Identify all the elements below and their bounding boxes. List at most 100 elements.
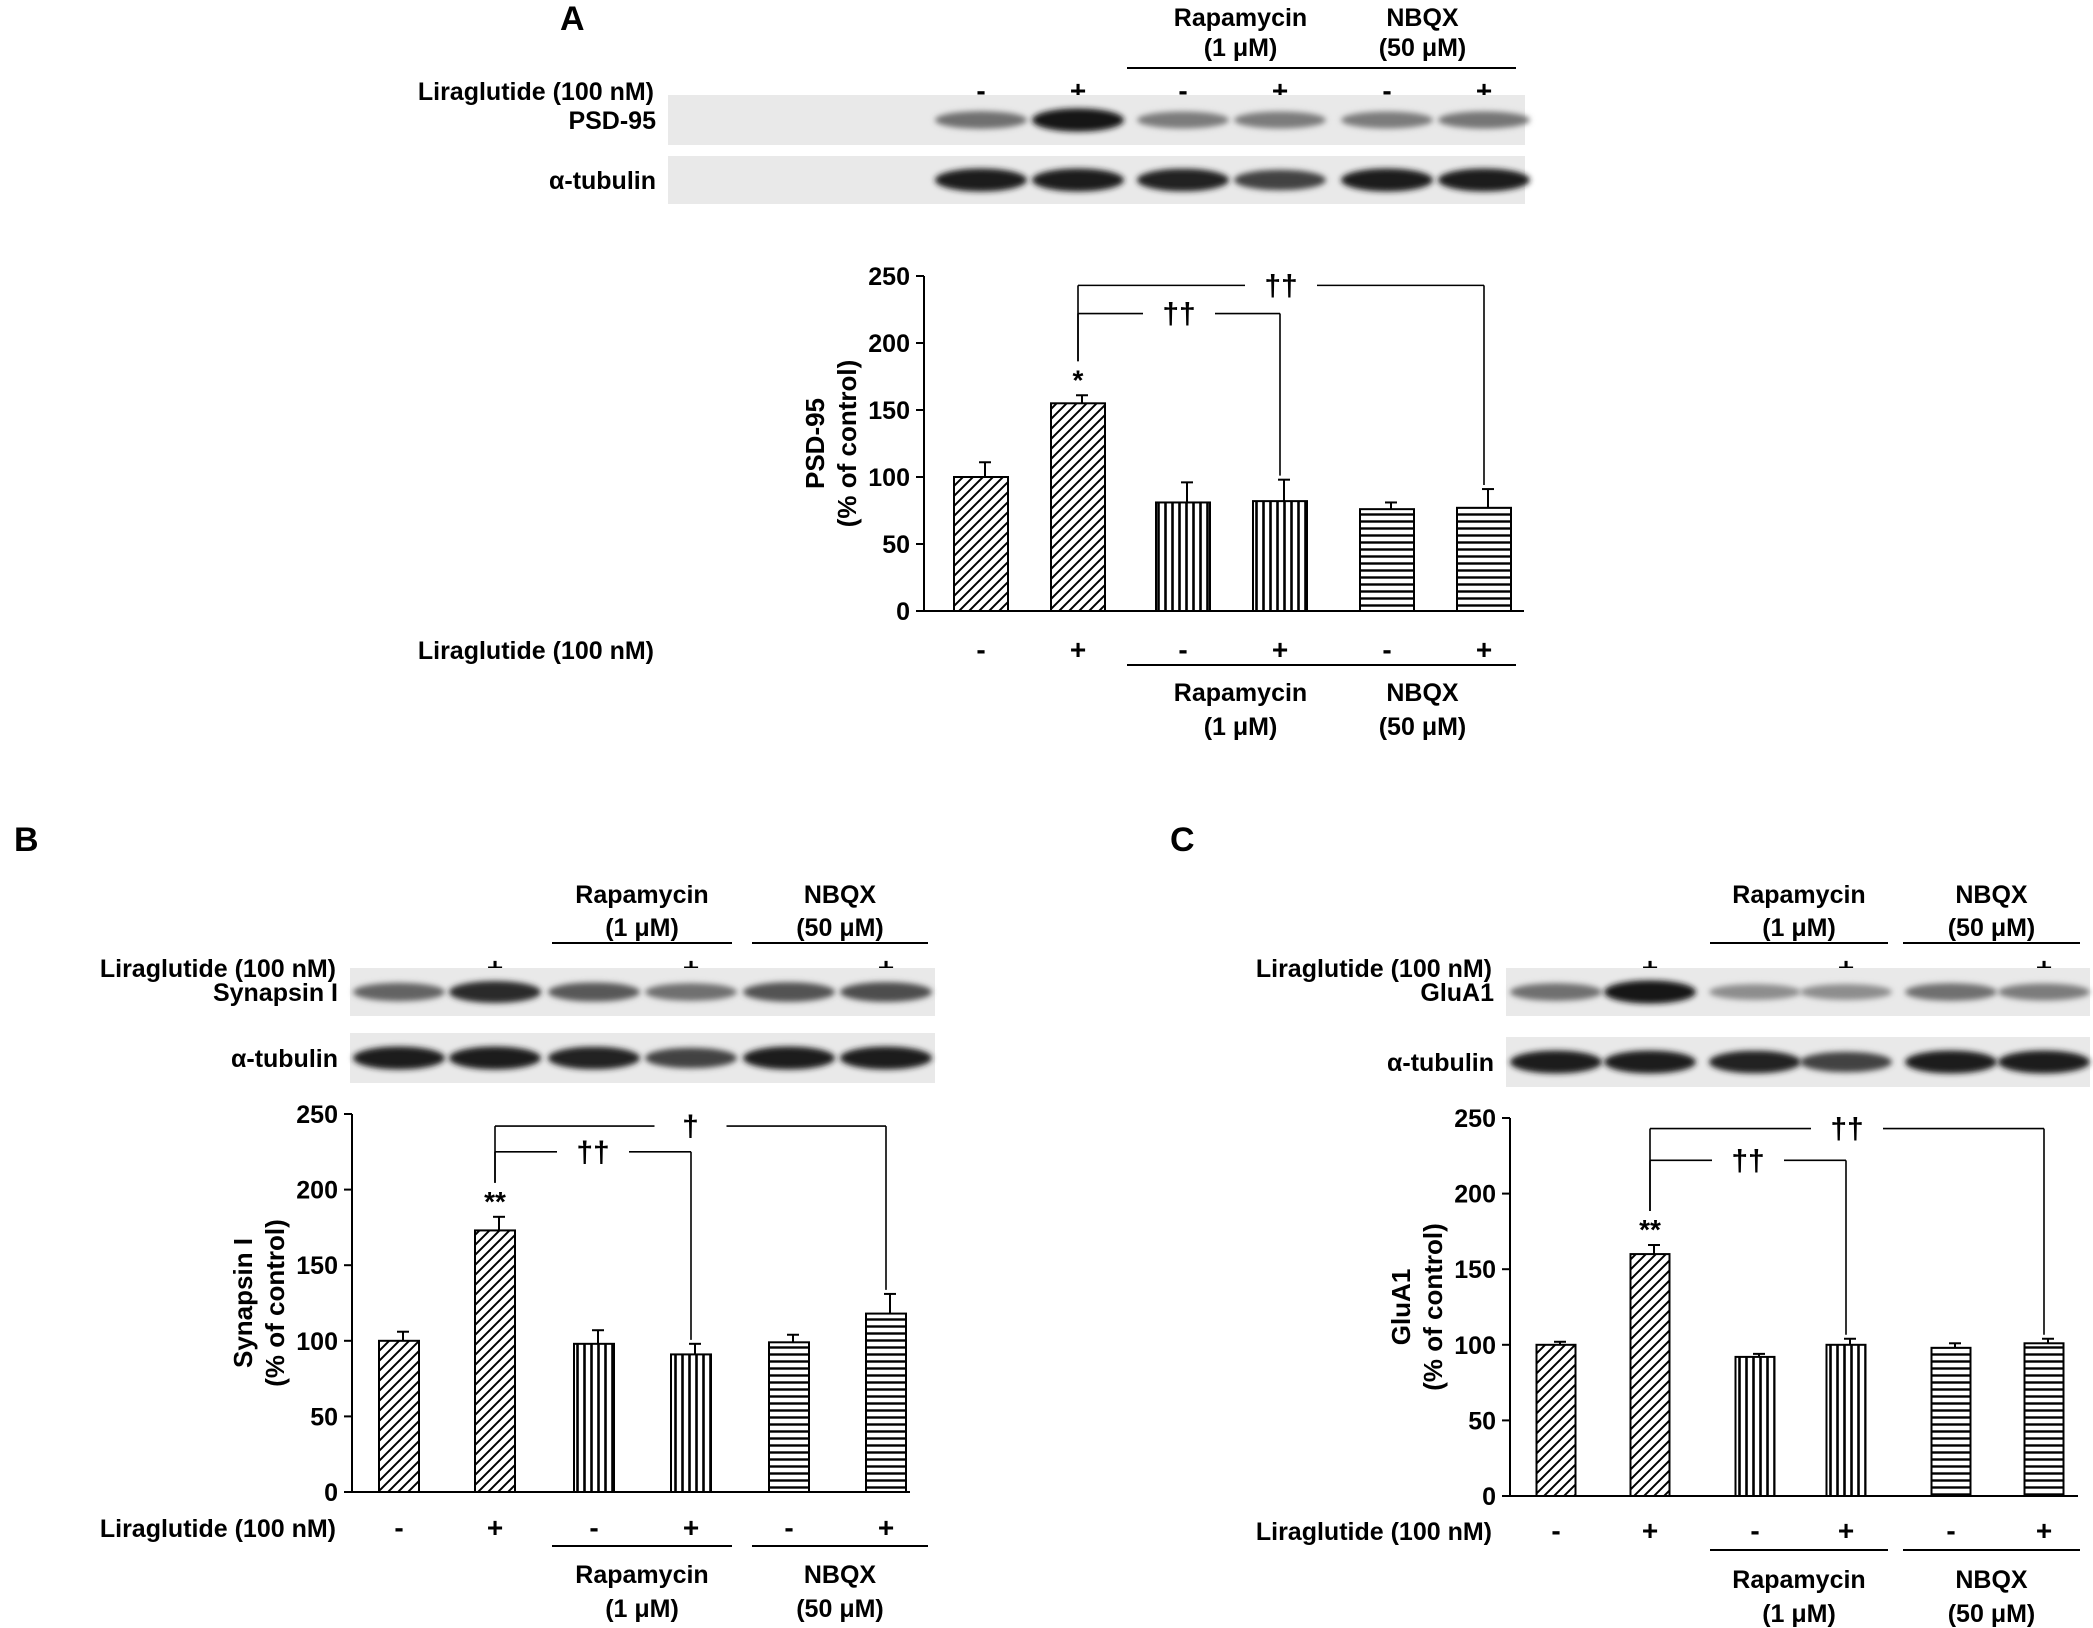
group-name-bottom: NBQX [1955, 1566, 2028, 1594]
group-dose-top: (50 μM) [1379, 34, 1467, 62]
y-tick-label: 100 [868, 464, 910, 492]
blot-band [548, 982, 640, 1002]
significance-mark: ** [484, 1186, 506, 1217]
sign-bottom: + [1642, 1515, 1658, 1546]
blot-band [1510, 983, 1602, 1001]
bar [1930, 1346, 1972, 1497]
blot-band [645, 1047, 737, 1069]
sign-top: - [589, 952, 598, 983]
group-name-top: NBQX [1386, 4, 1459, 32]
blot-band [1905, 983, 1997, 1001]
bracket-label: †† [576, 1136, 609, 1169]
blot-band [1604, 1050, 1696, 1074]
blot-band [353, 1046, 445, 1070]
blot-band [1137, 168, 1229, 192]
bar [378, 1339, 420, 1494]
bar [1535, 1343, 1577, 1498]
group-dose-top: (1 μM) [1762, 914, 1836, 942]
blot-band [1341, 168, 1433, 192]
bar [865, 1312, 907, 1493]
sign-bottom: + [1476, 634, 1492, 665]
y-axis-title: Synapsin I (% of control) [228, 1219, 290, 1387]
group-name-bottom: Rapamycin [1174, 679, 1307, 707]
treatment-label-top: Liraglutide (100 nM) [418, 78, 654, 106]
y-tick-label: 200 [1454, 1181, 1496, 1209]
sign-top: - [1551, 952, 1560, 983]
blot-band [1709, 984, 1801, 1000]
group-dose-top: (1 μM) [1204, 34, 1278, 62]
group-dose-bottom: (50 μM) [796, 1595, 884, 1623]
blot-band [1438, 111, 1530, 129]
treatment-label-bottom: Liraglutide (100 nM) [100, 1515, 336, 1543]
sign-bottom: + [487, 1512, 503, 1543]
bracket-label: †† [1162, 298, 1195, 331]
significance-mark: * [1073, 364, 1084, 395]
bar [953, 476, 1009, 612]
panel-letter: B [14, 821, 39, 859]
blot-band [1709, 1050, 1801, 1074]
sign-top: - [1750, 952, 1759, 983]
blot-label: PSD-95 [568, 107, 656, 135]
blot-label: Synapsin I [213, 979, 338, 1007]
sign-bottom: + [878, 1512, 894, 1543]
blot-band [1032, 108, 1124, 132]
blot-band [1234, 111, 1326, 129]
panel-B: B Liraglutide (100 nM) - + - + - + Rapamycin (1 μ… [14, 821, 935, 1623]
bar [573, 1342, 615, 1493]
sign-top: - [1946, 952, 1955, 983]
group-dose-top: (50 μM) [796, 914, 884, 942]
sign-top: - [1382, 75, 1391, 106]
y-axis-title: PSD-95 (% of control) [800, 360, 862, 528]
y-tick-label: 100 [1454, 1332, 1496, 1360]
y-axis-title: GluA1 (% of control) [1386, 1223, 1448, 1391]
sign-bottom: + [1272, 634, 1288, 665]
y-axis-title-line1: PSD-95 [800, 398, 830, 489]
group-name-top: NBQX [804, 881, 877, 909]
bracket-label: † [682, 1110, 699, 1143]
bar [768, 1341, 810, 1494]
blot-label: α-tubulin [549, 167, 656, 195]
bracket-label: †† [1830, 1113, 1863, 1146]
blot-band [840, 1046, 932, 1070]
bar [1050, 402, 1106, 612]
group-name-top: Rapamycin [575, 881, 708, 909]
y-tick-label: 250 [296, 1101, 338, 1129]
sign-bottom: + [683, 1512, 699, 1543]
bar [1629, 1253, 1671, 1497]
group-name-top: Rapamycin [1732, 881, 1865, 909]
sign-top: - [1178, 75, 1187, 106]
bracket-label: †† [1731, 1144, 1764, 1177]
bar [2023, 1342, 2065, 1497]
sign-bottom: + [1070, 634, 1086, 665]
group-dose-bottom: (1 μM) [605, 1595, 679, 1623]
bar [1456, 506, 1512, 613]
treatment-label-top: Liraglutide (100 nM) [1256, 955, 1492, 983]
sign-bottom: - [1750, 1515, 1759, 1546]
blot-band [1998, 1050, 2090, 1074]
bar [1359, 508, 1415, 612]
y-tick-label: 200 [296, 1177, 338, 1205]
blot-band [548, 1046, 640, 1070]
bar [1825, 1343, 1867, 1498]
bar [670, 1353, 712, 1493]
blot-band [1438, 168, 1530, 192]
y-tick-label: 50 [882, 531, 910, 559]
group-name-bottom: NBQX [1386, 679, 1459, 707]
treatment-label-bottom: Liraglutide (100 nM) [1256, 1518, 1492, 1546]
bar [474, 1229, 516, 1493]
sign-top: - [976, 75, 985, 106]
blot-band [1234, 169, 1326, 191]
blot-band [1032, 168, 1124, 192]
y-tick-label: 100 [296, 1328, 338, 1356]
bar [1252, 500, 1308, 612]
significance-mark: ** [1639, 1214, 1661, 1245]
group-name-top: Rapamycin [1174, 4, 1307, 32]
y-axis-title-line2: (% of control) [1418, 1223, 1448, 1391]
y-tick-label: 0 [1482, 1483, 1496, 1511]
blot-band [1905, 1050, 1997, 1074]
group-name-bottom: Rapamycin [1732, 1566, 1865, 1594]
sign-bottom: - [589, 1512, 598, 1543]
blot-band [1800, 984, 1892, 1000]
blot-band [1341, 111, 1433, 129]
